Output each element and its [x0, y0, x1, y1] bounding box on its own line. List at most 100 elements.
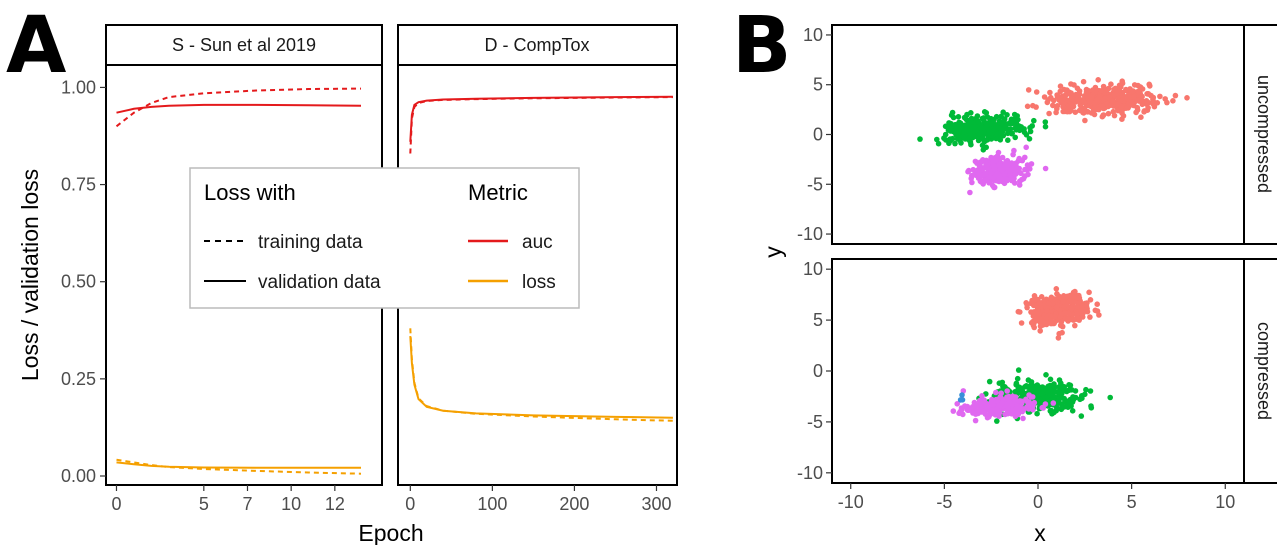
x-tick-label: 300 — [641, 494, 671, 514]
scatter-point — [1005, 137, 1011, 143]
y-tick-label: 5 — [813, 75, 823, 95]
scatter-point — [1088, 405, 1095, 411]
scatter-point — [1170, 98, 1176, 104]
scatter-point — [1031, 399, 1038, 406]
scatter-point — [1072, 322, 1078, 329]
x-axis-ticks-b: -10 -5 0 5 10 — [838, 483, 1235, 512]
scatter-point — [1009, 407, 1016, 414]
scatter-point — [989, 182, 996, 189]
scatter-point — [1031, 117, 1037, 124]
scatter-point — [1065, 315, 1072, 322]
x-tick-label: 7 — [242, 494, 252, 514]
x-axis-ticks-sun: 0 5 7 10 12 — [111, 485, 345, 514]
scatter-point — [1115, 107, 1121, 114]
scatter-point — [1005, 126, 1011, 133]
scatter-point — [1013, 380, 1020, 387]
scatter-point — [978, 179, 984, 185]
scatter-point — [1011, 180, 1018, 186]
scatter-point — [1015, 157, 1022, 164]
scatter-point — [1059, 329, 1065, 336]
scatter-point — [958, 140, 964, 146]
scatter-point — [1164, 99, 1170, 106]
scatter-point — [975, 118, 981, 124]
y-tick-label: -10 — [797, 224, 823, 244]
scatter-point — [1000, 383, 1006, 390]
scatter-point — [1025, 171, 1031, 178]
facet-strip-label: uncompressed — [1254, 75, 1274, 193]
scatter-point — [986, 378, 993, 385]
scatter-point — [955, 114, 962, 120]
scatter-point — [1027, 128, 1034, 135]
scatter-point — [1094, 301, 1100, 308]
x-tick-label: 100 — [477, 494, 507, 514]
scatter-point — [989, 398, 995, 405]
scatter-point — [1072, 288, 1078, 295]
y-axis-ticks-uncompressed: -10 -5 0 5 10 — [797, 25, 832, 244]
scatter-point — [981, 109, 988, 115]
scatter-point — [917, 136, 923, 142]
y-tick-label: 1.00 — [61, 77, 96, 97]
scatter-point — [1024, 304, 1030, 311]
scatter-point — [1053, 286, 1060, 292]
scatter-point — [950, 408, 957, 414]
scatter-point — [1081, 93, 1088, 99]
scatter-point — [1021, 126, 1027, 132]
scatter-point — [1057, 83, 1064, 89]
scatter-point — [1043, 308, 1050, 314]
scatter-point — [1004, 395, 1011, 401]
scatter-point — [961, 128, 967, 135]
scatter-point — [1024, 398, 1030, 405]
scatter-point — [950, 114, 957, 121]
y-tick-label: 0.00 — [61, 466, 96, 486]
scatter-point — [1047, 89, 1053, 96]
scatter-point — [970, 166, 976, 173]
y-tick-label: 0.75 — [61, 175, 96, 195]
scatter-point — [1033, 89, 1040, 95]
scatter-point — [986, 405, 992, 412]
scatter-point — [1018, 170, 1024, 177]
scatter-point — [1119, 80, 1126, 87]
scatter-point — [1013, 119, 1020, 126]
scatter-point — [982, 177, 989, 184]
panel-label-a: A — [6, 1, 66, 91]
scatter-point — [964, 405, 971, 412]
scatter-point — [980, 147, 987, 153]
scatter-point — [1004, 388, 1010, 394]
y-axis-title: Loss / validation loss — [17, 169, 43, 381]
scatter-point — [1076, 91, 1083, 98]
series-line-auc-validation — [116, 103, 362, 114]
scatter-point — [977, 399, 984, 406]
scatter-point — [1028, 309, 1034, 315]
series-line-auc-training — [115, 87, 362, 128]
scatter-point — [967, 189, 973, 196]
scatter-point — [977, 173, 984, 179]
plot-area-b1 — [831, 24, 1245, 245]
scatter-point — [1135, 88, 1141, 95]
scatter-point — [985, 120, 991, 126]
scatter-point — [1076, 107, 1083, 114]
scatter-point — [1037, 328, 1043, 334]
scatter-point — [1034, 382, 1041, 388]
scatter-point — [1066, 311, 1072, 317]
scatter-point — [969, 404, 976, 410]
scatter-point — [1107, 394, 1113, 401]
series-lines-sun — [115, 87, 362, 475]
y-tick-label: 0.50 — [61, 272, 96, 292]
scatter-point — [1010, 166, 1016, 173]
scatter-point — [1044, 99, 1051, 106]
scatter-point — [934, 136, 940, 143]
scatter-point — [990, 156, 997, 162]
scatter-point — [974, 403, 980, 409]
scatter-point — [959, 392, 965, 398]
scatter-point — [995, 149, 1002, 156]
x-tick-label: 10 — [1215, 492, 1235, 512]
scatter-point — [1090, 87, 1096, 93]
scatter-point — [1056, 384, 1062, 390]
scatter-point — [1109, 98, 1116, 104]
scatter-point — [1047, 392, 1054, 398]
scatter-point — [994, 418, 1000, 424]
scatter-point — [1058, 99, 1065, 106]
scatter-point — [974, 160, 980, 166]
scatter-point — [983, 401, 990, 407]
scatter-point — [1074, 85, 1081, 92]
